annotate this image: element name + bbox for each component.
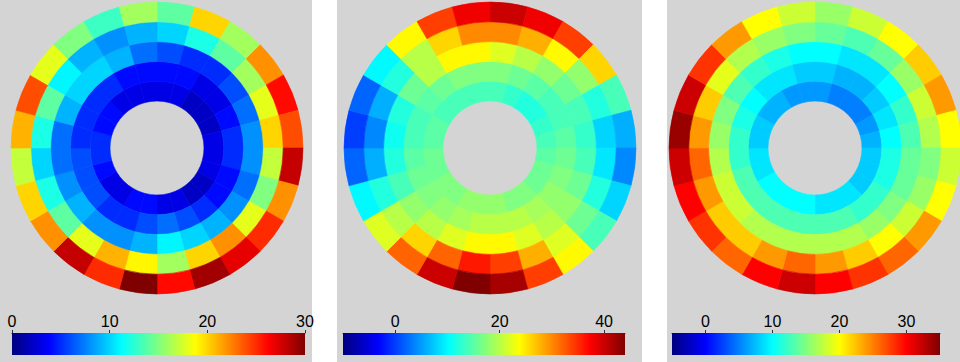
svg-text:10: 10 [764,313,782,330]
svg-text:20: 20 [831,313,849,330]
svg-text:10: 10 [101,313,119,330]
svg-text:0: 0 [391,313,400,330]
svg-text:30: 30 [296,313,314,330]
svg-text:0: 0 [8,313,17,330]
svg-text:20: 20 [491,313,509,330]
svg-text:0: 0 [701,313,710,330]
svg-text:20: 20 [198,313,216,330]
svg-text:30: 30 [898,313,916,330]
svg-text:40: 40 [595,313,613,330]
